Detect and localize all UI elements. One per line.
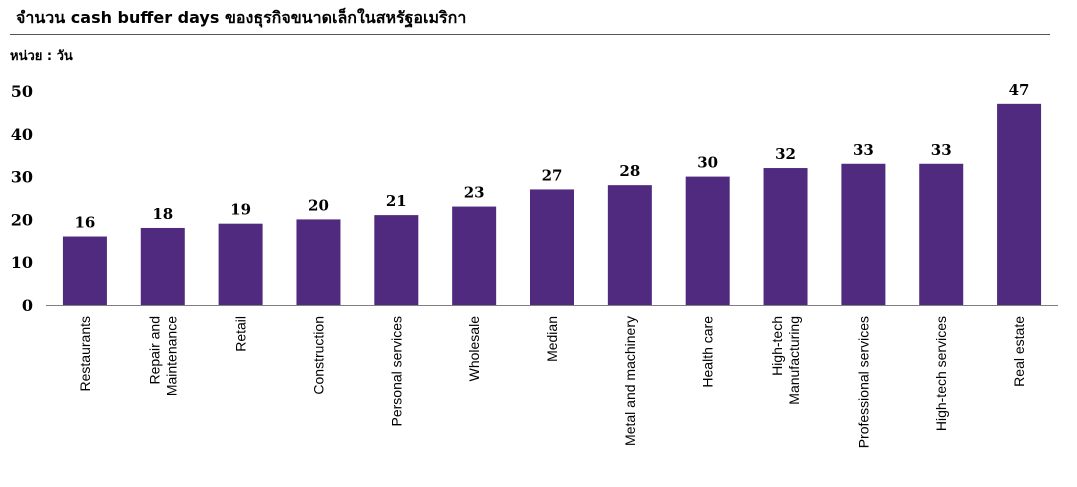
data-label: 23 [464,184,485,202]
x-category-label: High-tech Manufacturing [769,316,802,405]
x-category-label-line: Professional services [855,316,871,448]
data-label: 33 [931,141,952,159]
x-category-label: Restaurants [77,316,93,391]
data-label: 47 [1009,81,1030,99]
bar [296,219,341,305]
x-category-label: Health care [700,316,716,388]
bar [841,163,886,305]
x-category-label: High-tech services [933,316,949,431]
data-label: 19 [230,201,251,219]
x-category-label: Repair and Maintenance [146,316,179,396]
y-tick-label: 40 [11,125,33,144]
y-tick-label: 0 [22,296,33,315]
unit-label: หน่วย : วัน [10,49,73,64]
x-category-label-line: Wholesale [466,316,482,382]
x-category-label-line: Median [544,316,560,362]
x-category-label: Median [544,316,560,362]
title-divider [10,34,1050,35]
x-category-label-line: Construction [310,316,326,395]
bar [685,176,730,305]
data-label: 30 [697,154,718,172]
x-category-label-line: Retail [233,316,249,352]
data-label: 16 [74,214,95,232]
bar [997,103,1042,305]
x-category-label: Professional services [855,316,871,448]
data-label: 27 [542,166,563,184]
y-tick-label: 10 [11,253,33,272]
data-label: 32 [775,145,796,163]
x-category-label: Retail [233,316,249,352]
x-category-label-line: Metal and machinery [622,316,638,446]
y-tick-label: 50 [11,82,33,101]
x-category-label-line: High-tech [769,316,785,376]
x-category-label: Metal and machinery [622,316,638,446]
bar [140,227,185,305]
x-category-label: Construction [310,316,326,395]
x-category-label-line: Repair and [146,316,162,385]
y-axis-ticks: 0 10 20 30 40 50 [11,82,33,315]
bar [62,236,107,305]
x-category-label-line: Manufacturing [786,316,802,405]
x-category-label-line: Health care [700,316,716,388]
x-category-label-line: Real estate [1011,316,1027,387]
bar [530,189,574,305]
data-label: 21 [386,192,407,210]
data-labels: 16 18 19 20 21 23 27 28 30 32 33 33 47 [74,81,1029,232]
data-label: 18 [152,205,173,223]
chart-title: จำนวน cash buffer days ของธุรกิจขนาดเล็ก… [16,8,467,27]
x-category-label-line: Restaurants [77,316,93,391]
x-category-label-line: Maintenance [163,316,179,396]
data-label: 20 [308,196,329,214]
bars [62,103,1042,305]
bar [607,185,652,305]
bar [452,206,497,305]
x-category-label: Personal services [388,316,404,427]
bar [374,215,419,305]
x-category-label-line: Personal services [388,316,404,427]
y-tick-label: 30 [11,168,33,187]
y-tick-label: 20 [11,210,33,229]
data-label: 33 [853,141,874,159]
data-label: 28 [619,162,640,180]
bar [763,168,808,305]
bar [919,163,964,305]
x-axis-labels: Restaurants Repair and Maintenance Retail Co… [77,316,1027,448]
x-category-label-line: High-tech services [933,316,949,431]
x-category-label: Real estate [1011,316,1027,387]
bar [218,223,263,305]
x-category-label: Wholesale [466,316,482,382]
